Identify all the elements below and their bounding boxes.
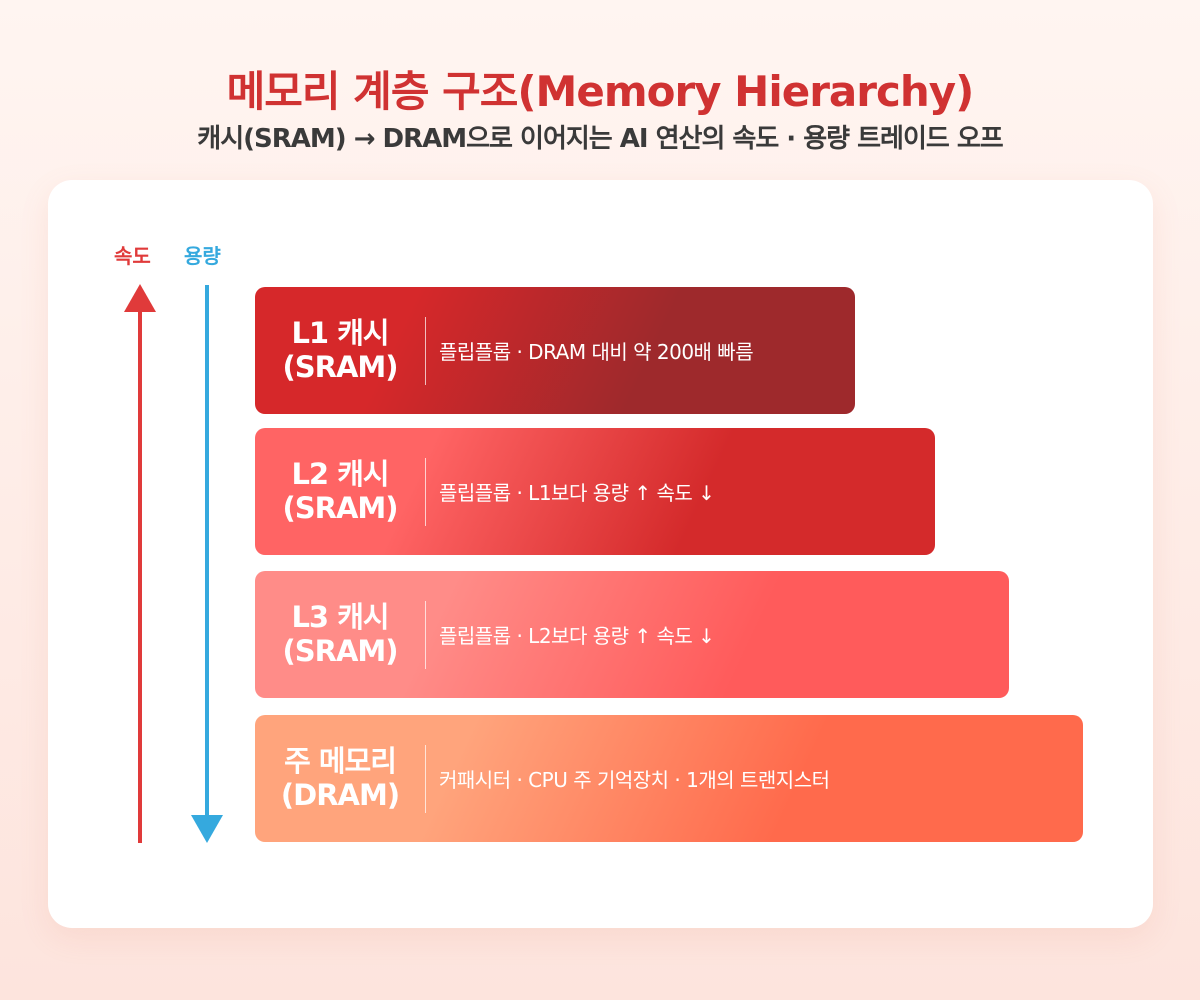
level-l1-cache: L1 캐시 (SRAM) 플립플롭 · DRAM 대비 약 200배 빠름 [255, 287, 855, 414]
level-l2-cache: L2 캐시 (SRAM) 플립플롭 · L1보다 용량 ↑ 속도 ↓ [255, 428, 935, 555]
level-description: 플립플롭 · L1보다 용량 ↑ 속도 ↓ [439, 481, 715, 505]
capacity-axis-label: 용량 [184, 244, 221, 268]
capacity-down-arrow-icon [191, 285, 223, 843]
level-description: 플립플롭 · L2보다 용량 ↑ 속도 ↓ [439, 624, 715, 648]
speed-up-arrow-icon [124, 284, 156, 843]
level-type: (SRAM) [282, 490, 398, 525]
level-name: L1 캐시 [291, 316, 389, 351]
divider [425, 600, 426, 669]
level-type: (SRAM) [282, 633, 398, 668]
level-description: 플립플롭 · DRAM 대비 약 200배 빠름 [439, 340, 754, 364]
level-name: 주 메모리 [284, 744, 397, 779]
page-title: 메모리 계층 구조(Memory Hierarchy) [226, 67, 975, 116]
level-name: L2 캐시 [291, 457, 389, 492]
page-subtitle: 캐시(SRAM) → DRAM으로 이어지는 AI 연산의 속도 · 용량 트레… [197, 124, 1003, 154]
level-type: (SRAM) [282, 349, 398, 384]
level-l3-cache: L3 캐시 (SRAM) 플립플롭 · L2보다 용량 ↑ 속도 ↓ [255, 571, 1009, 698]
divider [425, 457, 426, 526]
divider [425, 316, 426, 385]
speed-axis-label: 속도 [114, 244, 151, 268]
level-type: (DRAM) [280, 777, 400, 812]
divider [425, 744, 426, 813]
level-main-memory: 주 메모리 (DRAM) 커패시터 · CPU 주 기억장치 · 1개의 트랜지스… [255, 715, 1083, 842]
level-name: L3 캐시 [291, 600, 389, 635]
level-description: 커패시터 · CPU 주 기억장치 · 1개의 트랜지스터 [439, 768, 830, 792]
